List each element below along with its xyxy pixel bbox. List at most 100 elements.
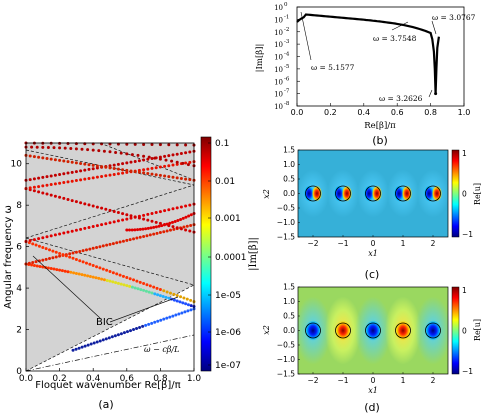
panel-b-x-ticks: 0.0 0.2 0.4 0.6 0.8 1.0 <box>291 103 470 117</box>
panel-a-band-point <box>162 230 166 234</box>
panel-a-band-point <box>142 217 146 221</box>
panel-a-x-tick-label: 1.0 <box>187 374 202 384</box>
panel-a-band-point <box>74 347 78 351</box>
c-colorbar-tick-label: −1 <box>462 230 473 239</box>
panel-a-band-point <box>142 154 146 158</box>
panel-a-band-point <box>171 175 175 179</box>
panel-a-band-point <box>112 220 116 224</box>
panel-a-band-point <box>168 221 172 225</box>
panel-a-band-point <box>184 177 188 181</box>
panel-a-band-point <box>104 174 108 178</box>
panel-a-band-point <box>70 170 74 174</box>
c-colorbar-tick-label: 1 <box>462 149 467 158</box>
panel-a-band-point <box>37 176 41 180</box>
panel-a-band-point <box>110 335 114 339</box>
panel-a-band-point <box>84 248 88 252</box>
panel-a-band-point <box>188 203 192 207</box>
panel-a-band-point <box>187 214 191 218</box>
panel-a-band-point <box>159 318 163 322</box>
panel-a-band-point <box>146 171 150 175</box>
panel-a-y-tick-label: 2 <box>16 326 22 336</box>
panel-a-band-point <box>41 245 45 249</box>
panel-a-band-point <box>87 167 91 171</box>
panel-b-y-tick-label: 10 <box>274 91 283 99</box>
panel-a-band-point <box>38 265 42 269</box>
panel-a-band-point <box>141 324 145 328</box>
panel-a-band-point <box>88 274 92 278</box>
d-field-lobe <box>395 320 411 341</box>
panel-a-band-point <box>142 213 146 217</box>
panel-a-band-point <box>167 164 171 168</box>
panel-a-band-point <box>55 268 59 272</box>
panel-a-band-point <box>44 247 48 251</box>
panel-a-band-point <box>69 146 73 150</box>
panel-a-band-point <box>185 297 189 301</box>
panel-a-band-point <box>133 142 137 146</box>
panel-a-band-point <box>170 220 174 224</box>
c-x-tick-label: −1 <box>337 239 348 248</box>
panel-a-band-point <box>41 236 45 240</box>
panel-a-band-point <box>30 145 34 149</box>
d-scatterer-circle <box>395 322 411 339</box>
panel-a-band-point <box>79 227 83 231</box>
panel-a-colorbar-tick-label: 0.1 <box>215 139 229 149</box>
d-y-tick-label: 0.0 <box>283 326 295 335</box>
panel-b-xlabel: Re[β]/π <box>364 121 396 131</box>
panel-a-band-point <box>95 164 99 168</box>
d-x-tick-label: −2 <box>307 376 318 385</box>
panel-a-band-point <box>41 156 45 160</box>
panel-a-band-point <box>91 148 95 152</box>
panel-a-band-point <box>121 171 125 175</box>
panel-a-band-point <box>83 273 87 277</box>
panel-a-band-point <box>32 238 36 242</box>
panel-a-band-point <box>122 283 126 287</box>
panel-a-band-point <box>118 240 122 244</box>
panel-a-band-point <box>163 154 167 158</box>
panel-a-band-point <box>100 206 104 210</box>
panel-a-band-point <box>32 177 36 181</box>
panel-a-band-point <box>175 294 179 298</box>
panel-c-colorbar <box>451 149 460 238</box>
panel-a-band-point <box>137 170 141 174</box>
panel-a-band-point <box>105 243 109 247</box>
panel-a-band-point <box>129 214 133 218</box>
panel-a-band-point <box>104 165 108 169</box>
panel-a-band-point <box>142 171 146 175</box>
panel-a-band-point <box>153 292 157 296</box>
panel-a-band-point <box>54 255 58 259</box>
panel-a-band-point <box>165 229 169 233</box>
panel-a-band-point <box>118 273 122 277</box>
d-y-tick-label: 1.0 <box>283 297 295 306</box>
panel-a-band-point <box>142 282 146 286</box>
panel-a-band-point <box>138 235 142 239</box>
panel-a-band-point <box>79 169 83 173</box>
panel-a-band-point <box>49 174 53 178</box>
panel-a-band-point <box>133 170 137 174</box>
panel-a-band-point <box>171 153 175 157</box>
c-x-tick-label: 0 <box>371 239 376 248</box>
panel-a-band-point <box>51 249 55 253</box>
panel-a-band-point <box>61 253 65 257</box>
panel-a-band-point <box>112 163 116 167</box>
panel-d-caption: (d) <box>364 401 380 414</box>
panel-a-colorbar-tick-label: 0.001 <box>215 214 241 224</box>
panel-a-band-point <box>58 268 62 272</box>
panel-a-band-point <box>189 223 193 227</box>
d-field-lobe <box>425 320 441 341</box>
panel-c-y-ticks: 1.5 1.0 0.5 0.0 −0.5 −1.0 −1.5 <box>277 146 300 242</box>
panel-a-band-point <box>167 154 171 158</box>
panel-b-minimum-point <box>434 92 438 96</box>
panel-a-band-point <box>49 183 53 187</box>
panel-a-band-point <box>104 337 108 341</box>
panel-a-bic-pointers <box>32 255 179 323</box>
panel-a-band-point <box>98 339 102 343</box>
panel-c-colorbar-label: Re[u] <box>473 183 482 205</box>
panel-a-band-point <box>95 246 99 250</box>
panel-a-band-point <box>41 175 45 179</box>
c-colorbar-tick-label: 0 <box>462 190 467 199</box>
panel-a-band-point <box>44 257 48 261</box>
panel-a-ylabel: Angular frequency ω <box>3 205 14 309</box>
panel-a-band-point <box>70 229 74 233</box>
panel-a-y-tick-label: 8 <box>16 201 22 211</box>
panel-a-band-point <box>60 269 64 273</box>
